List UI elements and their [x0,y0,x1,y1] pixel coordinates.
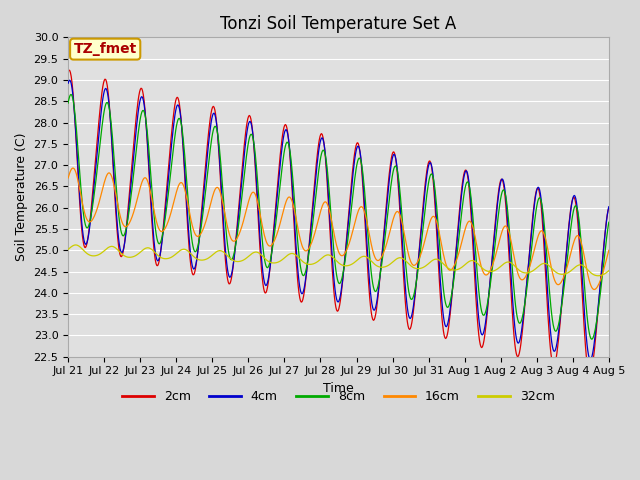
Text: TZ_fmet: TZ_fmet [74,42,137,56]
X-axis label: Time: Time [323,382,354,395]
Title: Tonzi Soil Temperature Set A: Tonzi Soil Temperature Set A [220,15,456,33]
Y-axis label: Soil Temperature (C): Soil Temperature (C) [15,133,28,261]
Legend: 2cm, 4cm, 8cm, 16cm, 32cm: 2cm, 4cm, 8cm, 16cm, 32cm [117,385,559,408]
